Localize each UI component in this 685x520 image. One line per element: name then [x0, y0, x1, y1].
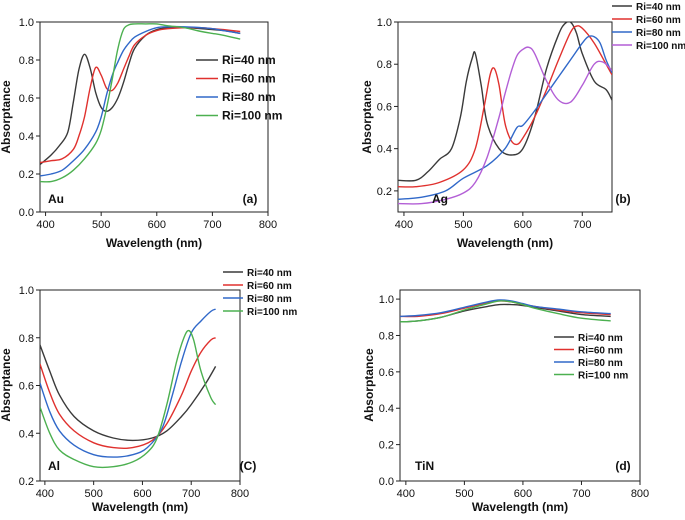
y-tick-label: 0.2: [379, 440, 394, 452]
y-tick-label: 0.0: [379, 476, 394, 488]
y-tick-label: 1.0: [379, 294, 394, 306]
x-tick-label: 600: [514, 219, 532, 231]
series-line-3: [40, 25, 241, 177]
x-tick-label: 700: [203, 219, 221, 231]
legend-entry: Ri=100 nm: [636, 41, 685, 52]
legend-entry: Ri=80 nm: [247, 294, 292, 305]
y-tick-label: 0.0: [19, 207, 34, 219]
x-tick-label: 500: [84, 488, 102, 500]
legend-entry: Ri=60 nm: [222, 72, 276, 86]
legend-entry: Ri=80 nm: [222, 90, 276, 104]
legend-entry: Ri=60 nm: [578, 346, 623, 357]
series-line-3: [40, 308, 216, 458]
x-tick-label: 400: [395, 219, 413, 231]
y-tick-label: 0.6: [377, 101, 392, 113]
legend-entry: Ri=40 nm: [578, 333, 623, 344]
series-line-2: [40, 337, 216, 450]
x-tick-label: 700: [573, 219, 591, 231]
y-axis-title: Absorptance: [360, 80, 374, 154]
x-axis-title: Wavelength (nm): [92, 500, 188, 514]
legend-entry: Ri=100 nm: [247, 307, 297, 318]
y-tick-label: 0.4: [19, 131, 34, 143]
series-line-2: [398, 25, 612, 188]
legend-entry: Ri=100 nm: [578, 371, 628, 382]
y-tick-label: 0.6: [19, 381, 34, 393]
plot-frame: [399, 289, 641, 482]
panel-label: (b): [615, 192, 630, 206]
x-tick-label: 800: [259, 219, 277, 231]
legend-entry: Ri=100 nm: [222, 109, 282, 123]
x-tick-label: 800: [631, 488, 649, 500]
panel-label: (d): [615, 459, 630, 473]
chart-panel-1: 400 500 600 700 800 0.0 0.2 0.4 0.6 0.8 1.0 Wavelen…: [0, 17, 282, 250]
plot-frame: [39, 21, 269, 213]
y-axis-title: Absorptance: [0, 80, 13, 154]
x-tick-label: 500: [92, 219, 110, 231]
chart-panel-2: 400 500 600 700 0.2 0.4 0.6 0.8 1.0 Wavelength (n…: [360, 2, 685, 250]
y-tick-label: 0.8: [19, 333, 34, 345]
x-tick-label: 700: [572, 488, 590, 500]
y-tick-label: 1.0: [19, 285, 34, 297]
series-line-1: [40, 344, 217, 442]
y-tick-label: 0.6: [379, 367, 394, 379]
x-axis-title: Wavelength (nm): [472, 500, 568, 514]
y-tick-label: 0.2: [377, 186, 392, 198]
panel-label: (a): [243, 192, 258, 206]
series-line-1: [398, 22, 612, 182]
x-tick-label: 500: [455, 488, 473, 500]
y-axis-title: Absorptance: [0, 348, 13, 422]
y-tick-label: 0.2: [19, 169, 34, 181]
x-tick-label: 400: [397, 488, 415, 500]
series-line-2: [40, 26, 241, 164]
legend-entry: Ri=80 nm: [578, 358, 623, 369]
y-axis-title: Absorptance: [362, 348, 376, 422]
material-label: Al: [48, 459, 60, 473]
y-tick-label: 0.4: [377, 144, 392, 156]
series-line-4: [40, 23, 241, 183]
x-tick-label: 800: [231, 488, 249, 500]
legend-entry: Ri=60 nm: [247, 281, 292, 292]
legend-entry: Ri=40 nm: [247, 268, 292, 279]
x-axis-title: Wavelength (nm): [457, 236, 553, 250]
legend-entry: Ri=60 nm: [636, 15, 681, 26]
x-tick-label: 700: [182, 488, 200, 500]
legend-entry: Ri=40 nm: [222, 53, 276, 67]
y-tick-label: 0.4: [379, 403, 394, 415]
x-tick-label: 400: [36, 488, 54, 500]
series-line-4: [40, 329, 217, 469]
y-tick-label: 0.8: [377, 59, 392, 71]
x-tick-label: 600: [514, 488, 532, 500]
y-tick-label: 0.8: [19, 55, 34, 67]
x-tick-label: 400: [36, 219, 54, 231]
chart-panel-4: 400 500 600 700 800 0.0 0.2 0.4 0.6 0.8 1.0 Wavelen…: [362, 289, 649, 514]
series-line-3: [398, 35, 612, 200]
y-tick-label: 0.4: [19, 428, 34, 440]
material-label: Ag: [432, 192, 448, 206]
x-tick-label: 600: [148, 219, 166, 231]
material-label: Au: [48, 192, 64, 206]
y-tick-label: 0.8: [379, 330, 394, 342]
y-tick-label: 0.6: [19, 93, 34, 105]
legend-entry: Ri=80 nm: [636, 28, 681, 39]
x-axis-title: Wavelength (nm): [106, 236, 202, 250]
material-label: TiN: [415, 459, 434, 473]
y-tick-label: 0.2: [19, 476, 34, 488]
series-line-4: [398, 46, 612, 205]
series-line-4: [400, 300, 611, 323]
x-tick-label: 500: [454, 219, 472, 231]
chart-panel-3: 400 500 600 700 800 0.2 0.4 0.6 0.8 1.0 Wavelength…: [0, 268, 297, 514]
y-tick-label: 1.0: [377, 17, 392, 29]
series-line-3: [400, 299, 611, 318]
y-tick-label: 1.0: [19, 17, 34, 29]
series-line-1: [40, 26, 241, 166]
plot-frame: [397, 21, 613, 213]
x-tick-label: 600: [133, 488, 151, 500]
legend-entry: Ri=40 nm: [636, 2, 681, 13]
panel-label: (C): [240, 459, 257, 473]
